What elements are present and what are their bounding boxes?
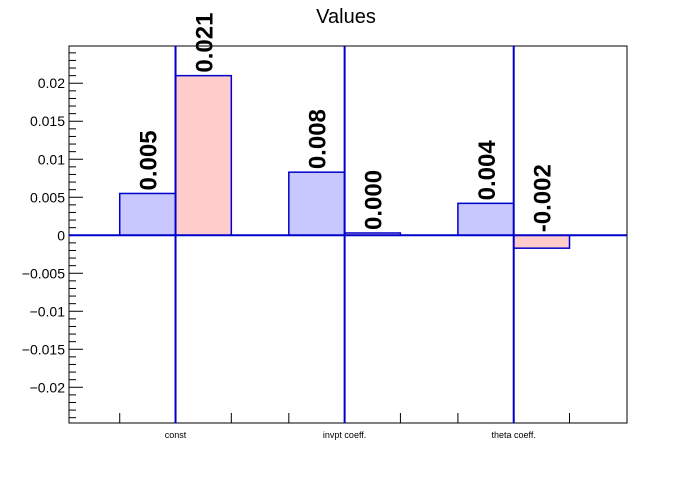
bar-value-label: 0.000 [361, 170, 388, 230]
y-tick-label: 0 [57, 227, 65, 243]
y-tick-label: 0.02 [38, 75, 65, 91]
bar [118, 192, 177, 237]
y-tick-label: 0.015 [30, 113, 65, 129]
y-tick-label: −0.01 [30, 303, 66, 319]
x-axis: const invpt coeff. theta coeff. [119, 413, 571, 440]
bar-value-label: 0.021 [191, 13, 218, 73]
bar-value-label: -0.002 [530, 164, 557, 232]
x-tick-label: const [165, 430, 187, 440]
category-lines [174, 46, 515, 423]
bar [457, 202, 515, 237]
bar-value-label: 0.008 [305, 109, 332, 169]
bar [288, 171, 346, 237]
y-axis: 0.02 0.015 0.01 0.005 0 −0.005 −0.01 −0.015 −0.0… [22, 52, 83, 419]
chart-title: Values [316, 6, 376, 28]
y-tick-label: −0.02 [30, 379, 66, 395]
y-tick-label: −0.005 [22, 265, 65, 281]
y-tick-label: 0.01 [38, 151, 65, 167]
bar [512, 234, 571, 249]
bars [118, 74, 571, 249]
value-labels: 0.005 0.008 0.004 0.021 0.000 -0.002 [136, 13, 557, 233]
y-tick-label: 0.005 [30, 189, 65, 205]
x-tick-label: theta coeff. [492, 430, 536, 440]
x-tick-label: invpt coeff. [323, 430, 366, 440]
bar [174, 74, 233, 237]
y-tick-label: −0.015 [22, 341, 65, 357]
bar-value-label: 0.005 [136, 130, 163, 190]
bar-value-label: 0.004 [474, 140, 501, 201]
